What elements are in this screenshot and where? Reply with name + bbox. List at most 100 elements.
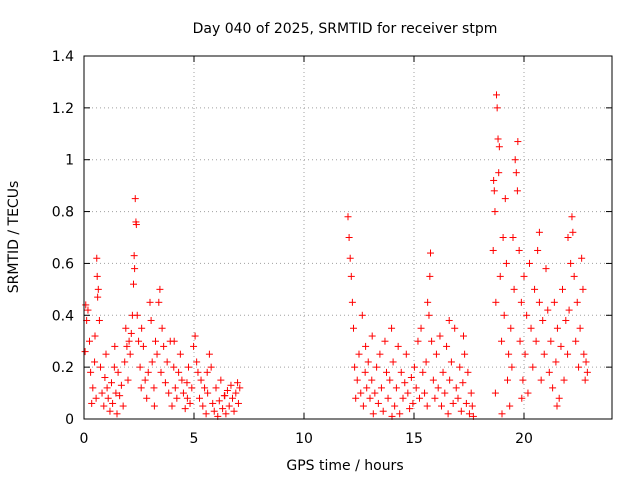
data-point [445, 316, 453, 324]
data-point [519, 376, 527, 384]
data-point [399, 394, 407, 402]
data-point [451, 324, 459, 332]
data-point [363, 384, 371, 392]
data-point [414, 337, 422, 345]
data-point [179, 389, 187, 397]
data-point [508, 363, 516, 371]
data-point [117, 381, 125, 389]
data-point [94, 285, 102, 293]
data-point [431, 394, 439, 402]
data-point [348, 298, 356, 306]
data-point [582, 358, 590, 366]
data-point [379, 407, 387, 415]
data-point [199, 402, 207, 410]
data-point [368, 376, 376, 384]
data-point [520, 272, 528, 280]
data-point [229, 394, 236, 402]
data-point [191, 332, 199, 340]
data-point [529, 363, 537, 371]
data-point [376, 350, 384, 358]
data-point [173, 394, 181, 402]
data-point [132, 221, 140, 229]
data-point [407, 374, 415, 382]
data-point [135, 337, 143, 345]
data-point [82, 301, 90, 309]
data-point [523, 311, 531, 319]
data-point [155, 298, 163, 306]
data-point [495, 143, 503, 151]
data-point [489, 246, 497, 254]
data-point [194, 368, 202, 376]
data-point [570, 272, 578, 280]
data-point [119, 402, 127, 410]
data-point [168, 402, 176, 410]
data-point [564, 234, 572, 241]
data-point [183, 379, 191, 387]
data-point [406, 405, 414, 413]
data-point [222, 410, 230, 418]
data-point [225, 402, 233, 410]
data-point [569, 228, 577, 236]
y-tick-label: 0.8 [52, 205, 74, 221]
data-point [505, 350, 513, 358]
data-point [209, 399, 217, 407]
data-point [123, 342, 131, 350]
data-point [183, 394, 191, 402]
data-point [368, 332, 376, 340]
data-point [568, 213, 576, 221]
data-point [542, 265, 550, 273]
data-point [91, 332, 99, 340]
data-point [148, 358, 156, 366]
data-point [109, 399, 117, 407]
data-point [156, 285, 164, 293]
data-point [353, 376, 361, 384]
data-point [564, 350, 572, 358]
x-axis-title: GPS time / hours [286, 458, 403, 474]
data-point [457, 407, 465, 415]
data-point [230, 407, 238, 415]
data-point [181, 405, 189, 413]
data-point [573, 298, 581, 306]
data-point [461, 350, 469, 358]
data-point [527, 324, 535, 332]
data-point [516, 337, 524, 345]
data-point [147, 316, 155, 324]
data-point [424, 298, 432, 306]
data-point [441, 389, 449, 397]
data-point [215, 397, 223, 405]
data-point [499, 234, 507, 241]
data-point [419, 368, 427, 376]
data-point [374, 399, 382, 407]
data-point [427, 249, 434, 257]
y-tick-label: 0.4 [52, 308, 74, 324]
data-point [544, 306, 552, 314]
data-point [506, 402, 514, 410]
data-point [388, 324, 396, 332]
data-point [347, 272, 355, 280]
data-point [236, 384, 244, 392]
data-point [521, 350, 529, 358]
data-point [539, 316, 547, 324]
data-point [545, 368, 553, 376]
data-point [386, 376, 394, 384]
data-point [130, 252, 138, 260]
data-point [202, 410, 210, 418]
data-point [557, 342, 565, 350]
data-point [350, 324, 357, 332]
data-point [212, 384, 220, 392]
data-point [465, 410, 473, 418]
data-point [509, 234, 517, 241]
data-point [396, 410, 404, 418]
data-point [358, 311, 366, 319]
data-point [93, 272, 101, 280]
data-point [391, 402, 399, 410]
data-point [384, 394, 392, 402]
data-point [193, 358, 201, 366]
data-point [361, 368, 369, 376]
data-point [130, 280, 137, 288]
data-point [204, 389, 212, 397]
data-point [152, 337, 159, 345]
data-point [429, 376, 437, 384]
data-point [176, 350, 184, 358]
data-point [549, 384, 557, 392]
